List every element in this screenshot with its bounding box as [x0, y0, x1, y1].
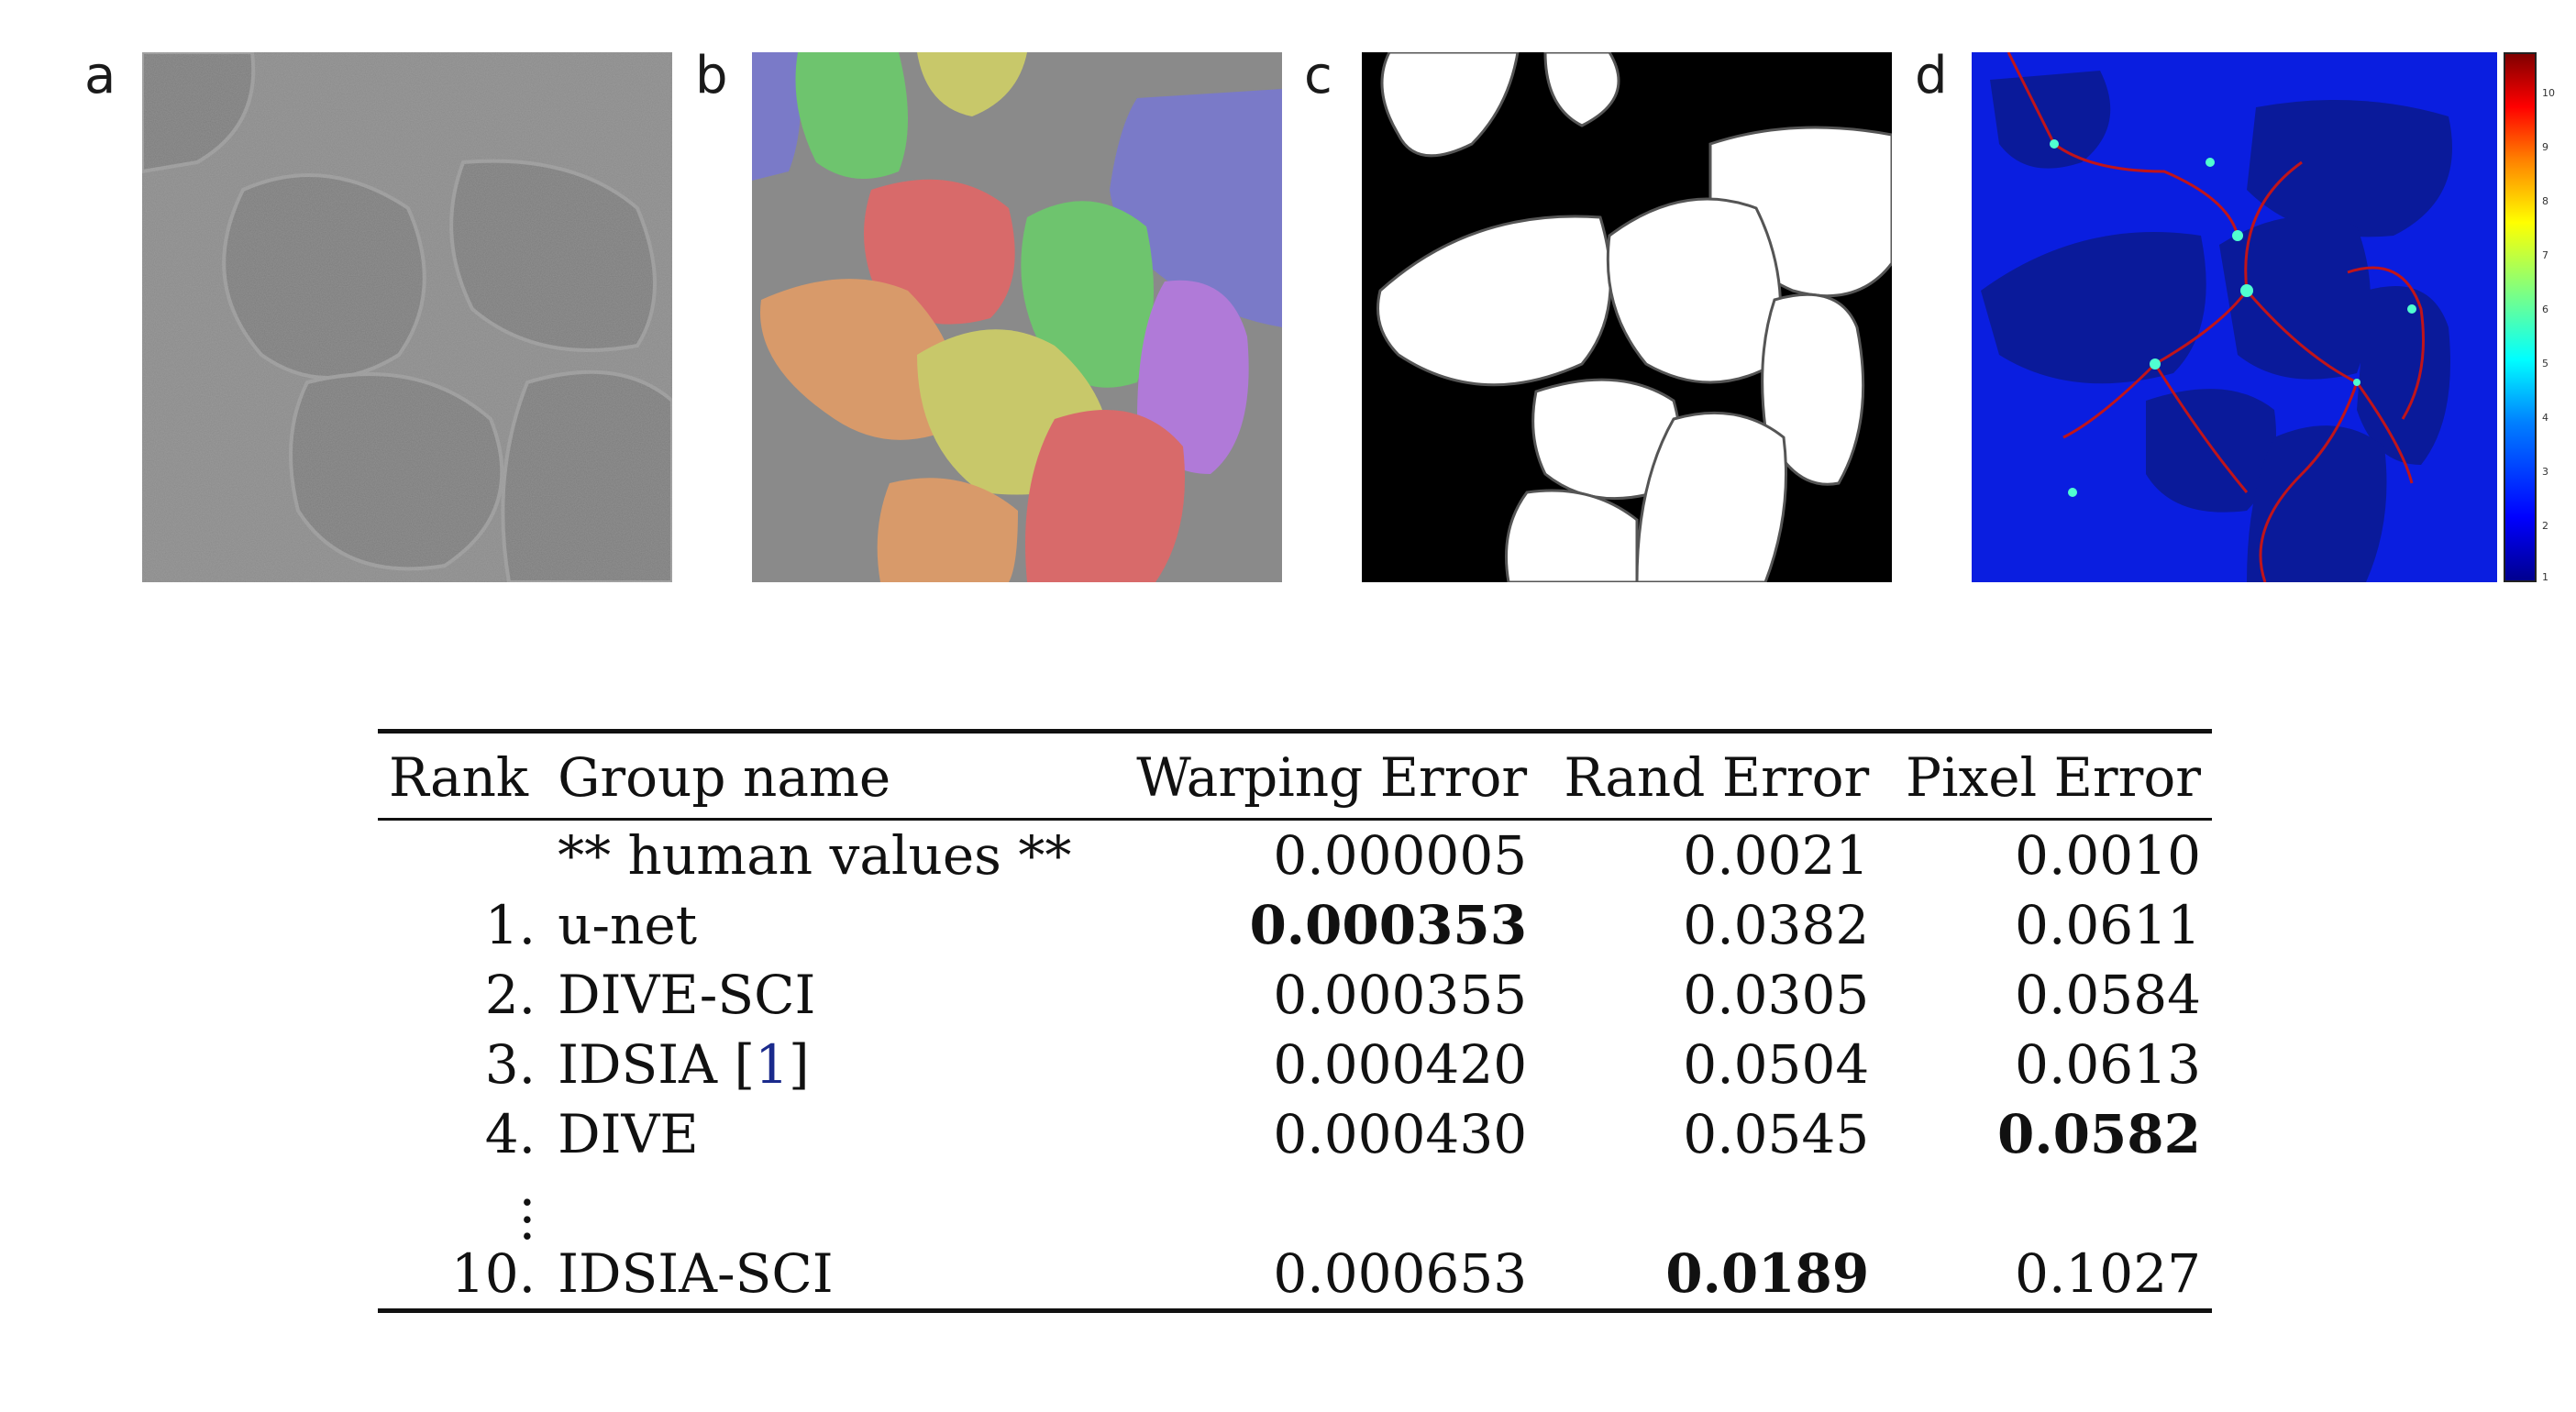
cell-warping-error: 0.000005	[1273, 824, 1528, 887]
panel-label-c: c	[1304, 46, 1332, 105]
table-row: ** human values ** 0.000005 0.0021 0.001…	[378, 820, 2212, 891]
colorbar-tick: 3	[2542, 466, 2548, 478]
table-row: 4. DIVE 0.000430 0.0545 0.0582	[378, 1099, 2212, 1169]
cell-group-name: DIVE-SCI	[558, 964, 816, 1026]
cell-rand-error: 0.0021	[1683, 824, 1870, 887]
ellipsis-dot: .	[518, 1172, 536, 1235]
cell-group-name: ** human values **	[558, 824, 1072, 887]
cell-rank: 10.	[450, 1242, 536, 1305]
cell-rand-error: 0.0545	[1683, 1103, 1870, 1165]
panel-label-d: d	[1915, 46, 1948, 105]
cell-rand-error: 0.0504	[1683, 1033, 1870, 1096]
cell-pixel-error: 0.0010	[2015, 824, 2201, 887]
cell-rank: 2.	[484, 964, 536, 1026]
colorbar-tick: 6	[2542, 303, 2548, 315]
ellipsis-spacer	[1107, 1169, 1538, 1239]
citation-bracket-open: [	[734, 1033, 756, 1096]
citation-link[interactable]: 1	[755, 1033, 789, 1096]
weight-map-image	[1972, 52, 2497, 582]
cell-rank: 1.	[484, 894, 536, 956]
cell-pixel-error: 0.0613	[2015, 1033, 2201, 1096]
colorbar-tick: 2	[2542, 520, 2548, 532]
raw-microscopy-image	[142, 52, 672, 582]
table-row: 3. IDSIA [1] 0.000420 0.0504 0.0613	[378, 1030, 2212, 1099]
cell-pixel-error: 0.0611	[2015, 894, 2201, 956]
colorbar-tick: 8	[2542, 195, 2548, 207]
results-table: Rank Group name Warping Error Rand Error…	[378, 729, 2212, 1313]
ellipsis-spacer	[1538, 1169, 1880, 1239]
cell-warping-error: 0.000420	[1273, 1033, 1528, 1096]
table-header-row: Rank Group name Warping Error Rand Error…	[378, 731, 2212, 820]
colorbar-tick: 4	[2542, 412, 2548, 424]
vertical-ellipsis: . . .	[378, 1155, 547, 1252]
header-warping-error: Warping Error	[1136, 746, 1528, 809]
cell-rank	[378, 820, 547, 891]
ellipsis-dot: .	[518, 1155, 536, 1219]
table-row: 10. IDSIA-SCI 0.000653 0.0189 0.1027	[378, 1239, 2212, 1311]
panel-label-a: a	[84, 46, 116, 105]
cell-pixel-error: 0.1027	[2015, 1242, 2201, 1305]
table-row: 2. DIVE-SCI 0.000355 0.0305 0.0584	[378, 960, 2212, 1030]
colorbar-tick: 1	[2542, 571, 2548, 583]
cell-group-name: IDSIA-SCI	[558, 1242, 834, 1305]
table-row: 1. u-net 0.000353 0.0382 0.0611	[378, 890, 2212, 960]
cell-rand-error: 0.0382	[1683, 894, 1870, 956]
header-pixel-error: Pixel Error	[1905, 746, 2201, 809]
ellipsis-dot: .	[518, 1189, 536, 1252]
cell-group-name: u-net	[558, 894, 698, 956]
group-name-text: IDSIA	[558, 1033, 718, 1096]
colorbar	[2504, 52, 2537, 582]
cell-rank: 3.	[484, 1033, 536, 1096]
colorbar-tick: 10	[2542, 87, 2555, 99]
cell-rand-error: 0.0189	[1665, 1242, 1870, 1305]
cell-pixel-error: 0.0584	[2015, 964, 2201, 1026]
cell-warping-error: 0.000355	[1273, 964, 1528, 1026]
colorbar-tick: 5	[2542, 358, 2548, 370]
header-group-name: Group name	[558, 746, 891, 809]
colorbar-tick: 9	[2542, 141, 2548, 153]
panel-label-b: b	[695, 46, 728, 105]
table-ellipsis-row: . . .	[378, 1155, 2212, 1252]
cell-warping-error: 0.000430	[1273, 1103, 1528, 1165]
ellipsis-spacer	[547, 1169, 1107, 1239]
cell-group-name: IDSIA [1]	[547, 1030, 1107, 1099]
colorbar-tick: 7	[2542, 249, 2548, 261]
ellipsis-spacer	[1880, 1169, 2212, 1239]
header-rank: Rank	[389, 746, 529, 809]
binary-mask-image	[1362, 52, 1892, 582]
cell-rank: 4.	[484, 1103, 536, 1165]
cell-pixel-error: 0.0582	[1997, 1103, 2201, 1165]
header-rand-error: Rand Error	[1564, 746, 1870, 809]
cell-warping-error: 0.000353	[1249, 894, 1528, 956]
cell-group-name: DIVE	[558, 1103, 699, 1165]
cell-warping-error: 0.000653	[1273, 1242, 1528, 1305]
cell-rand-error: 0.0305	[1683, 964, 1870, 1026]
citation-bracket-close: ]	[789, 1033, 810, 1096]
segmentation-overlay-image	[752, 52, 1282, 582]
